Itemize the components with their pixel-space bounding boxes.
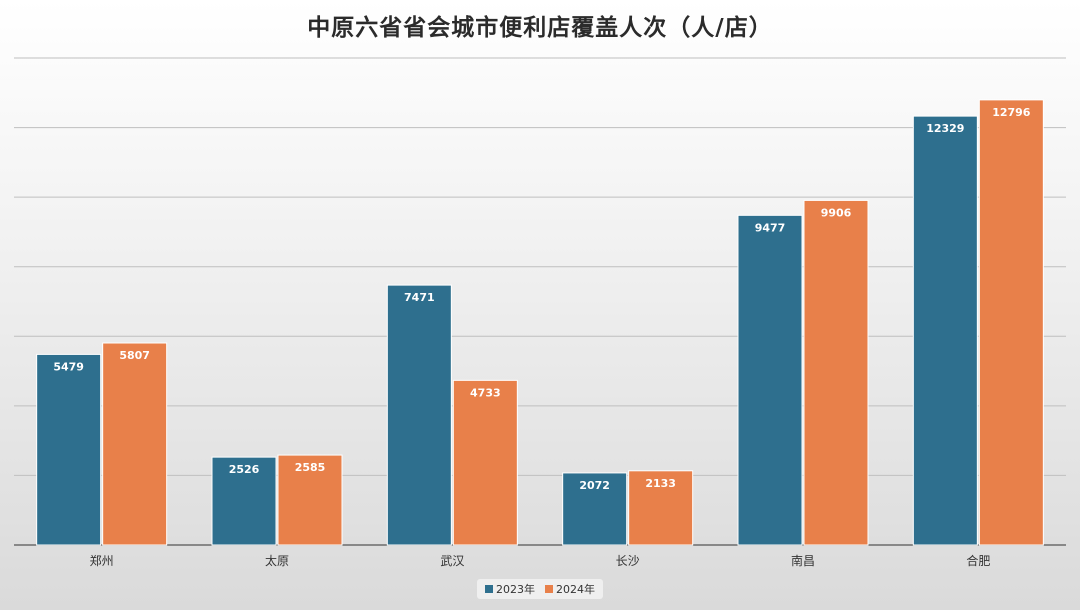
x-tick-label: 南昌 (791, 553, 815, 568)
data-label: 2526 (229, 463, 260, 476)
data-labels: 5479 5807 2526 2585 7471 4733 2072 2133 9477 9906… (53, 106, 1030, 492)
chart-title: 中原六省省会城市便利店覆盖人次（人/店） (307, 15, 773, 41)
bar-2023-0 (36, 353, 102, 546)
bar-2024-4 (803, 199, 869, 546)
bar-2023-2 (386, 284, 452, 546)
data-label: 12329 (926, 122, 964, 135)
bar-2023-5 (912, 115, 978, 546)
legend-item-2023: 2023年 (485, 581, 535, 597)
bar-2024-0 (102, 342, 168, 546)
bar-2024-1 (277, 454, 343, 546)
x-tick-label: 武汉 (440, 554, 464, 568)
data-label: 9477 (755, 221, 786, 234)
data-label: 2072 (579, 479, 610, 492)
legend-swatch-2024 (545, 585, 553, 593)
data-label: 5807 (119, 349, 150, 362)
bars (36, 99, 1044, 546)
bar-2023-3 (562, 472, 628, 546)
legend-item-2024: 2024年 (545, 581, 595, 597)
x-tick-label: 合肥 (966, 553, 990, 568)
legend-swatch-2023 (485, 585, 493, 593)
bar-2023-1 (211, 456, 277, 546)
legend-label-2024: 2024年 (556, 583, 595, 596)
bar-2024-5 (978, 99, 1044, 546)
bar-2024-2 (452, 379, 518, 546)
data-label: 7471 (404, 291, 435, 304)
data-label: 9906 (821, 206, 852, 219)
x-tick-label: 长沙 (616, 554, 640, 568)
data-label: 5479 (53, 360, 84, 373)
legend-label-2023: 2023年 (496, 583, 535, 596)
x-tick-labels: 郑州 太原 武汉 长沙 南昌 合肥 (90, 553, 991, 568)
bar-2023-4 (737, 214, 803, 546)
bar-2024-3 (628, 470, 694, 546)
gridlines (14, 57, 1066, 546)
data-label: 12796 (992, 106, 1031, 119)
legend: 2023年 2024年 (0, 579, 1080, 599)
data-label: 2585 (295, 461, 326, 474)
data-label: 2133 (645, 477, 676, 490)
x-tick-label: 郑州 (90, 553, 114, 568)
data-label: 4733 (470, 386, 501, 399)
x-tick-label: 太原 (265, 553, 289, 568)
